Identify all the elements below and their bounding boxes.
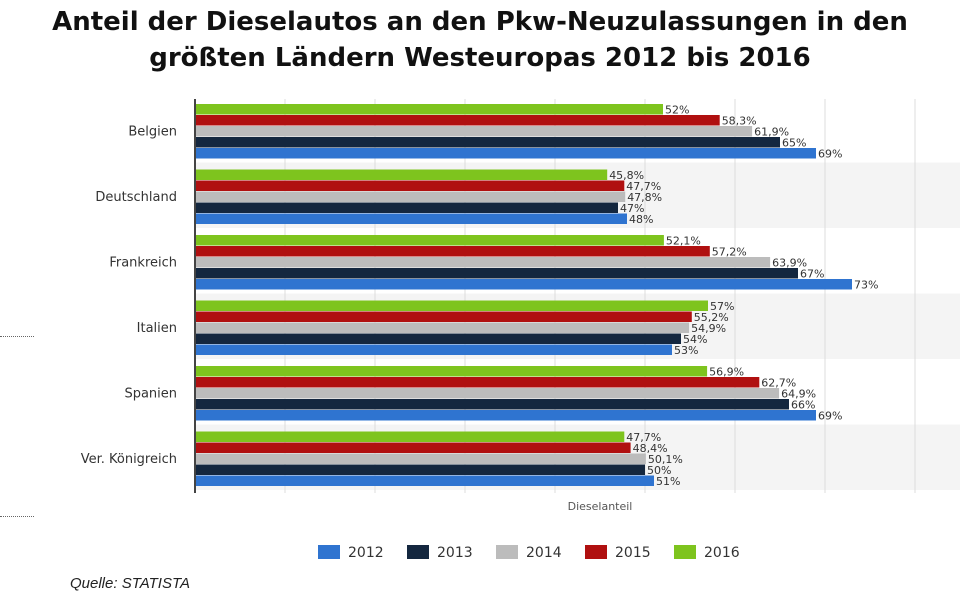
bar-2014 [195, 191, 626, 202]
bar-2014 [195, 126, 753, 137]
bar-2016 [195, 366, 708, 377]
legend-label: 2015 [615, 545, 651, 561]
bar-value-label: 55,2% [694, 311, 729, 324]
legend: 2012 2013 2014 2015 2016 [318, 545, 740, 561]
bar-value-label: 57,2% [712, 246, 747, 259]
bar-2015 [195, 246, 710, 257]
bar-2014 [195, 257, 771, 268]
legend-label: 2013 [437, 545, 473, 561]
source-note: Quelle: STATISTA [70, 575, 191, 592]
category-labels: Belgien Deutschland Frankreich Italien Spani… [81, 125, 177, 468]
bar-value-label: 64,9% [781, 388, 816, 401]
bar-2014 [195, 388, 780, 399]
bar-2012 [195, 344, 672, 355]
bar-value-label: 73% [854, 279, 878, 292]
legend-swatch-2016 [674, 545, 696, 559]
bar-value-label: 47% [620, 202, 644, 215]
bar-2013 [195, 399, 789, 410]
legend-swatch-2014 [496, 545, 518, 559]
dotted-marker-upper [0, 336, 34, 337]
bar-value-label: 50,1% [648, 453, 683, 466]
bar-2012 [195, 148, 816, 159]
bar-value-label: 67% [800, 268, 824, 281]
bar-value-label: 50% [647, 464, 671, 477]
bars [195, 104, 852, 486]
bar-2016 [195, 431, 625, 442]
bar-value-label: 58,3% [722, 115, 757, 128]
category-label: Belgien [128, 125, 177, 140]
category-label: Deutschland [95, 190, 177, 205]
legend-label: 2016 [704, 545, 740, 561]
bar-2015 [195, 377, 760, 388]
bar-2016 [195, 104, 663, 115]
bar-2014 [195, 322, 690, 333]
bar-value-label: 69% [818, 410, 842, 423]
bar-2015 [195, 115, 720, 126]
bar-value-label: 61,9% [754, 126, 789, 139]
x-axis-label: Dieselanteil [568, 500, 633, 513]
bar-value-label: 51% [656, 475, 680, 488]
legend-swatch-2015 [585, 545, 607, 559]
bar-2013 [195, 137, 780, 148]
bar-value-label: 52% [665, 104, 689, 117]
legend-swatch-2013 [407, 545, 429, 559]
bar-2016 [195, 169, 608, 180]
bar-2013 [195, 268, 798, 279]
bar-value-label: 54,9% [691, 322, 726, 335]
bar-value-label: 66% [791, 399, 815, 412]
bar-2012 [195, 279, 852, 290]
bar-2016 [195, 235, 664, 246]
bar-value-label: 53% [674, 344, 698, 357]
legend-label: 2014 [526, 545, 562, 561]
bar-2013 [195, 202, 618, 213]
bar-value-label: 47,8% [627, 191, 662, 204]
category-label: Frankreich [109, 256, 177, 271]
bar-2013 [195, 333, 681, 344]
category-label: Spanien [124, 387, 177, 402]
bar-value-label: 54% [683, 333, 707, 346]
gridlines [284, 99, 916, 493]
chart-title-line-2: größten Ländern Westeuropas 2012 bis 201… [149, 43, 811, 73]
legend-label: 2012 [348, 545, 384, 561]
bar-value-label: 52,1% [666, 235, 701, 248]
category-label: Italien [137, 321, 177, 336]
bar-labels: 52%58,3%61,9%65%69%45,8%47,7%47,8%47%48%… [609, 104, 878, 489]
chart-title-line-1: Anteil der Dieselautos an den Pkw-Neuzul… [52, 7, 908, 37]
bar-value-label: 47,7% [626, 180, 661, 193]
bar-value-label: 48,4% [633, 442, 668, 455]
bar-value-label: 45,8% [609, 169, 644, 182]
bar-value-label: 65% [782, 137, 806, 150]
bar-2015 [195, 442, 631, 453]
category-label: Ver. Königreich [81, 452, 177, 467]
bar-value-label: 63,9% [772, 257, 807, 270]
bar-2015 [195, 311, 692, 322]
legend-swatch-2012 [318, 545, 340, 559]
bar-2012 [195, 213, 627, 224]
bar-value-label: 69% [818, 148, 842, 161]
bar-2013 [195, 464, 645, 475]
bar-2012 [195, 475, 654, 486]
bar-2015 [195, 180, 625, 191]
bar-value-label: 56,9% [709, 366, 744, 379]
dotted-marker-lower [0, 516, 34, 517]
bar-value-label: 57% [710, 300, 734, 313]
bar-value-label: 48% [629, 213, 653, 226]
bar-2014 [195, 453, 646, 464]
chart-title: Anteil der Dieselautos an den Pkw-Neuzul… [0, 4, 960, 76]
bar-2012 [195, 410, 816, 421]
bar-value-label: 47,7% [626, 431, 661, 444]
bar-2016 [195, 300, 708, 311]
bar-value-label: 62,7% [761, 377, 796, 390]
